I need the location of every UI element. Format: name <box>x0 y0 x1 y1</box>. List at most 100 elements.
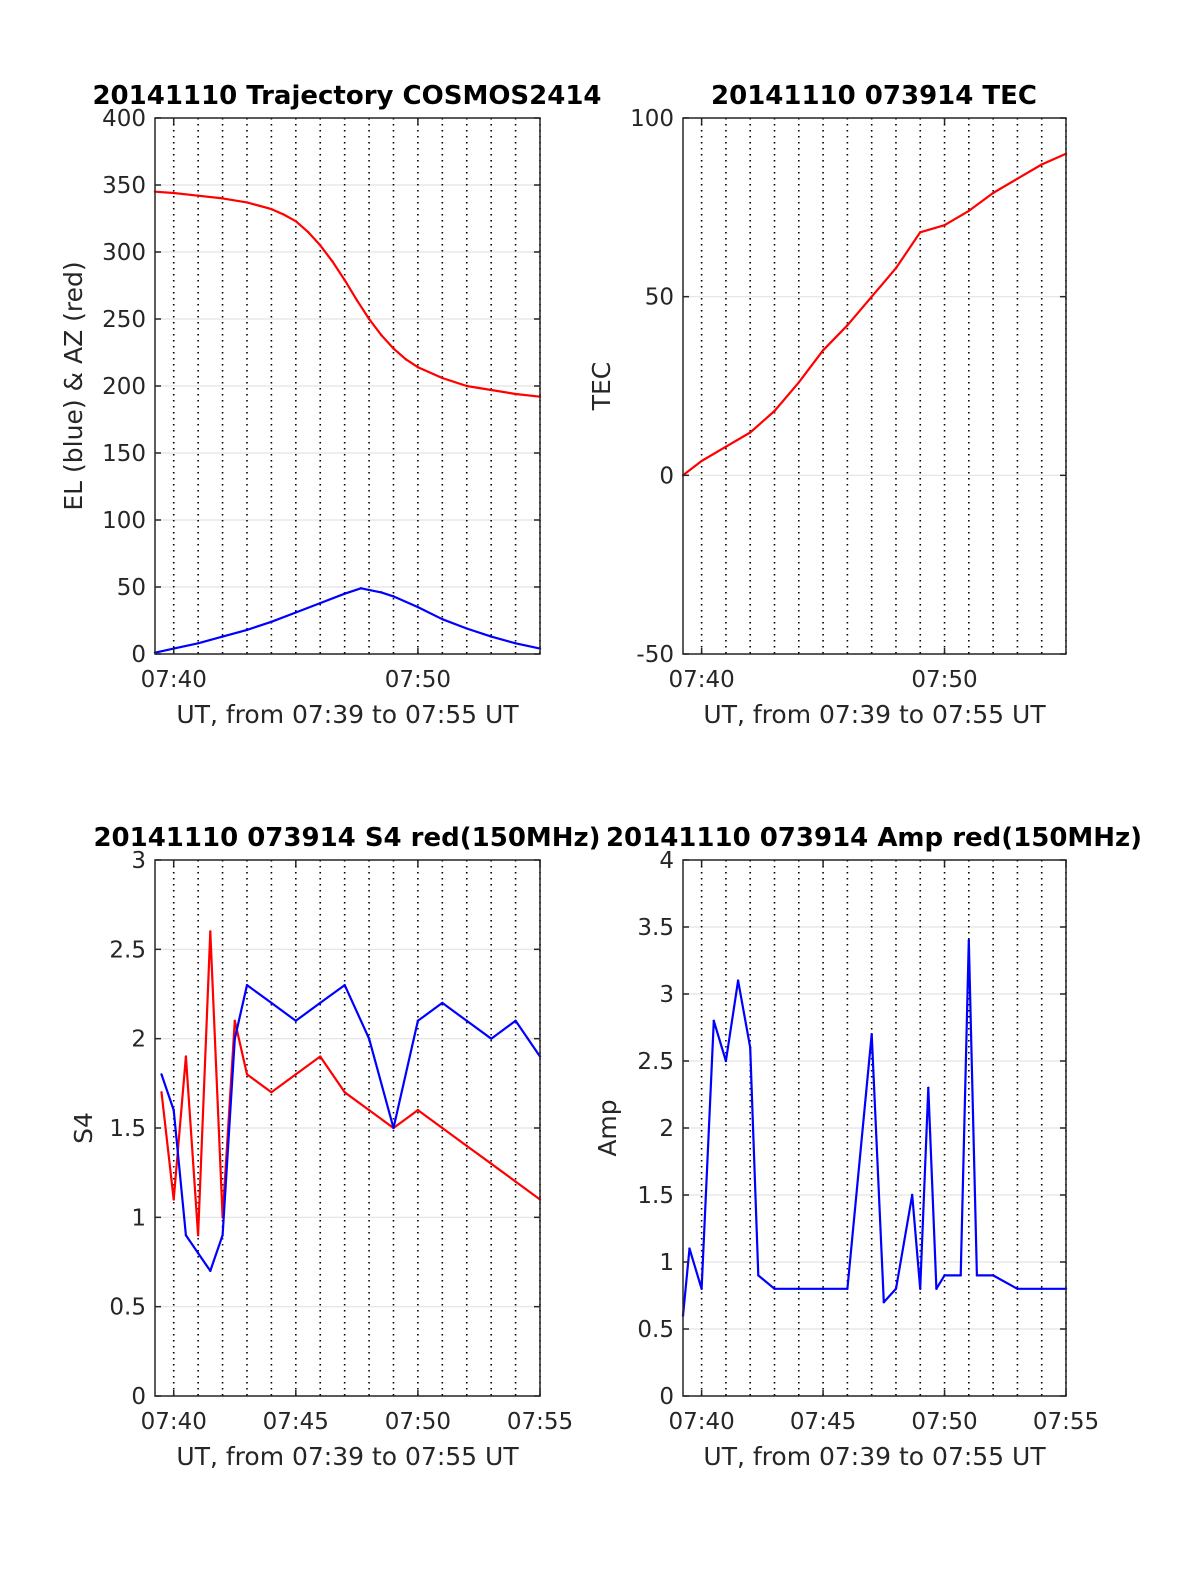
data-point <box>367 317 371 321</box>
data-point <box>724 445 728 448</box>
x-tick-label: 07:40 <box>668 667 734 693</box>
data-point <box>416 605 420 609</box>
x-tick-label: 07:50 <box>385 1409 451 1435</box>
y-tick-label: 1.5 <box>109 1116 146 1142</box>
data-point <box>910 1193 914 1197</box>
data-point <box>700 1287 703 1291</box>
data-point <box>489 1037 493 1040</box>
chart-title: 20141110 073914 S4 red(150MHz) <box>93 823 600 853</box>
y-tick-label: 2.5 <box>109 937 146 963</box>
data-point <box>392 1126 395 1130</box>
data-point <box>749 431 752 434</box>
data-point <box>380 333 383 337</box>
chart-4: 0 0.5 1 1.5 2 2.5 3 3.5 4 07:40 07:45 07:50 07:55 201… <box>593 823 1142 1471</box>
data-point <box>172 1108 175 1112</box>
data-point <box>233 1037 236 1040</box>
data-point <box>967 939 971 942</box>
data-point <box>688 1247 691 1250</box>
data-point <box>441 617 444 621</box>
data-point <box>196 194 200 197</box>
data-point <box>797 381 800 384</box>
data-point <box>846 324 849 327</box>
y-tick-label: 100 <box>630 106 674 132</box>
data-point <box>1016 1287 1019 1291</box>
data-point <box>294 611 298 614</box>
data-point <box>270 1091 273 1094</box>
data-point <box>846 1287 849 1291</box>
data-point <box>196 642 200 645</box>
y-tick-label: 0 <box>131 642 146 668</box>
data-point <box>821 349 825 352</box>
y-tick-label: 100 <box>102 508 146 534</box>
data-point <box>172 191 175 195</box>
data-point <box>416 1108 420 1112</box>
data-point <box>821 1287 825 1291</box>
data-point <box>319 1001 322 1005</box>
data-point <box>991 1274 995 1277</box>
data-point <box>245 628 249 632</box>
x-tick-label: 07:45 <box>790 1409 856 1435</box>
x-tick-label: 07:50 <box>385 667 451 693</box>
chart-title: 20141110 073914 TEC <box>711 81 1037 111</box>
series-line-s4-red <box>160 930 541 1237</box>
data-point <box>919 231 922 234</box>
data-point <box>441 376 444 380</box>
axes-frame-2 <box>682 117 1067 655</box>
data-point <box>882 1301 886 1304</box>
y-tick-label: 150 <box>102 441 146 467</box>
data-point <box>343 278 346 282</box>
chart-2: -50 0 50 100 07:40 07:50 20141110 073914 TEC UT… <box>587 81 1068 729</box>
data-point <box>870 1033 873 1036</box>
data-point <box>392 347 395 350</box>
y-tick-label: 0.5 <box>109 1295 146 1321</box>
y-tick-label: 3 <box>131 848 146 874</box>
y-tick-label: 50 <box>645 285 674 311</box>
data-point <box>404 358 407 361</box>
data-point <box>514 642 517 645</box>
y-tick-label: 1 <box>131 1205 146 1231</box>
data-point <box>797 1287 800 1291</box>
y-tick-label: 0 <box>659 463 674 489</box>
y-axis-label: S4 <box>69 1112 98 1144</box>
data-point <box>245 983 249 987</box>
data-point <box>700 459 703 463</box>
data-point <box>416 1019 420 1022</box>
data-point <box>870 295 873 298</box>
y-tick-label: 250 <box>102 307 146 333</box>
data-point <box>160 1091 163 1094</box>
series-line-s4-blue <box>160 983 541 1273</box>
chart-title: 20141110 073914 Amp red(150MHz) <box>606 823 1142 853</box>
y-tick-label: 350 <box>102 173 146 199</box>
data-point <box>233 1019 236 1022</box>
data-point <box>160 1073 163 1076</box>
data-point <box>724 1059 728 1063</box>
data-point <box>927 1086 930 1090</box>
y-tick-label: 2 <box>659 1116 674 1142</box>
data-point <box>489 1162 493 1165</box>
data-point <box>712 1019 715 1022</box>
data-point <box>196 1234 200 1237</box>
y-tick-label: 4 <box>659 848 674 874</box>
chart-3: 0 0.5 1 1.5 2 2.5 3 07:40 07:45 07:50 07:55 2014111… <box>69 823 601 1471</box>
data-point <box>245 1073 249 1076</box>
y-tick-label: 200 <box>102 374 146 400</box>
y-tick-label: 3 <box>659 982 674 1008</box>
data-point <box>514 392 517 396</box>
data-point <box>184 1234 188 1237</box>
data-point <box>465 1144 468 1148</box>
data-point <box>736 979 740 982</box>
y-tick-label: 0 <box>659 1384 674 1410</box>
data-point <box>392 595 395 598</box>
data-point <box>209 1269 212 1273</box>
data-point <box>959 1274 962 1277</box>
data-point <box>465 627 468 630</box>
data-point <box>514 1180 517 1183</box>
x-axis-label: UT, from 07:39 to 07:55 UT <box>176 700 519 729</box>
x-tick-label: 07:45 <box>263 1409 329 1435</box>
x-tick-label: 07:40 <box>141 667 207 693</box>
data-point <box>270 620 273 624</box>
data-point <box>773 1287 776 1291</box>
data-point <box>343 592 346 595</box>
y-tick-label: 0 <box>131 1384 146 1410</box>
